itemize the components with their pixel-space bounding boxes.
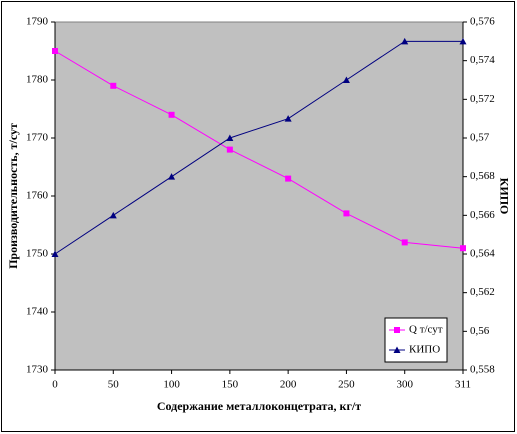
- x-tick-label: 150: [222, 379, 239, 391]
- y-tick-label: 1740: [26, 306, 49, 318]
- legend-label: Q т/сут: [409, 324, 443, 336]
- y-tick-label: 1790: [26, 16, 49, 28]
- x-tick-label: 50: [108, 379, 120, 391]
- y-axis-title: Производительность, т/сут: [6, 123, 20, 269]
- legend-marker: [394, 327, 400, 333]
- x-tick-label: 100: [163, 379, 180, 391]
- marker: [51, 250, 59, 257]
- y2-tick-label: 0,572: [470, 93, 495, 105]
- legend-label: КИПО: [409, 344, 440, 356]
- marker: [168, 173, 176, 180]
- x-tick-label: 200: [280, 379, 297, 391]
- x-axis-title: Содержание металлоконцетрата, кг/т: [157, 399, 361, 413]
- y2-tick-label: 0,56: [470, 325, 490, 337]
- marker: [226, 134, 234, 141]
- marker: [109, 211, 117, 219]
- series-line: [54, 50, 464, 249]
- marker: [459, 37, 467, 45]
- marker: [343, 210, 350, 217]
- y-tick-label: 1750: [26, 248, 49, 260]
- y2-tick-label: 0,562: [470, 286, 495, 298]
- legend-marker: [393, 346, 401, 353]
- marker: [342, 76, 350, 83]
- y2-tick-label: 0,558: [470, 364, 495, 376]
- marker: [284, 115, 292, 122]
- x-tick-label: 0: [52, 379, 58, 391]
- y2-tick-label: 0,566: [470, 209, 495, 221]
- series-line: [54, 40, 463, 255]
- x-tick-label: 311: [455, 379, 471, 391]
- marker: [401, 239, 408, 246]
- y2-axis-title: КИПО: [497, 178, 511, 215]
- y2-tick-label: 0,576: [470, 16, 495, 28]
- x-tick-label: 300: [396, 379, 413, 391]
- y2-tick-label: 0,568: [470, 170, 495, 182]
- y2-tick-label: 0,564: [470, 248, 495, 260]
- y2-tick-label: 0,57: [470, 132, 490, 144]
- legend: Q т/сут КИПО: [384, 317, 448, 363]
- marker: [285, 175, 292, 182]
- marker: [110, 82, 117, 89]
- x-tick-label: 250: [338, 379, 355, 391]
- marker: [168, 111, 175, 118]
- marker: [460, 245, 466, 252]
- y-tick-label: 1780: [26, 74, 49, 86]
- y-tick-label: 1730: [26, 364, 49, 376]
- y-tick-label: 1770: [26, 132, 49, 144]
- legend-box: [384, 317, 448, 363]
- y-tick-label: 1760: [26, 190, 49, 202]
- marker: [226, 146, 233, 153]
- marker: [52, 48, 58, 54]
- marker: [401, 37, 409, 45]
- y2-tick-label: 0,574: [470, 54, 495, 66]
- plot-area: [54, 21, 464, 371]
